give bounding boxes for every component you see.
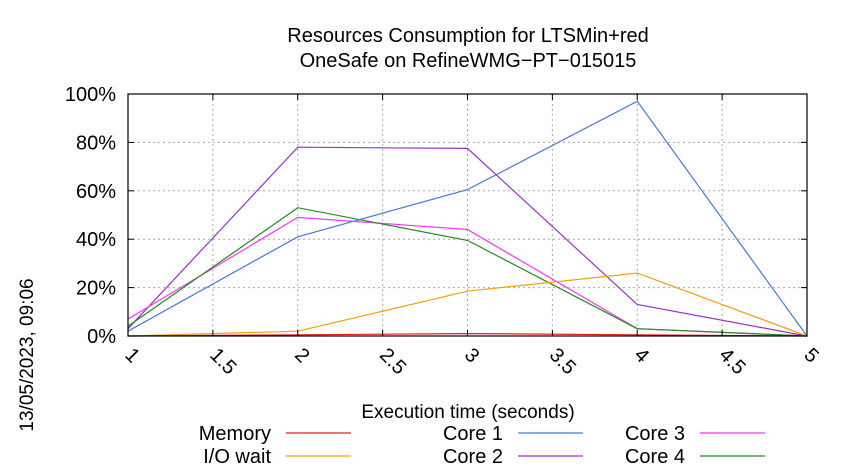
x-tick-label: 2.5	[375, 344, 410, 379]
chart-title: Resources Consumption for LTSMin+red	[287, 25, 648, 47]
x-tick-label: 1	[120, 344, 143, 367]
x-tick-label: 5	[799, 344, 822, 367]
y-tick-labels: 0% 20% 40% 60% 80% 100%	[65, 84, 116, 348]
legend-label-core-4: Core 4	[625, 446, 685, 468]
legend-label-core-2: Core 2	[443, 446, 503, 468]
y-tick-label: 20%	[76, 278, 116, 300]
x-tick-label: 4	[630, 344, 653, 367]
y-tick-label: 40%	[76, 229, 116, 251]
legend-label-i-o-wait: I/O wait	[203, 446, 271, 468]
legend-label-core-1: Core 1	[443, 423, 503, 445]
grid	[128, 94, 807, 336]
x-tick-label: 1.5	[205, 344, 240, 379]
series-line-core-1	[127, 100, 808, 337]
x-tick-label: 4.5	[715, 344, 750, 379]
y-tick-label: 60%	[76, 181, 116, 203]
x-tick-labels: 1 1.5 2 2.5 3 3.5 4 4.5 5	[120, 344, 822, 379]
chart-subtitle: OneSafe on RefineWMG−PT−015015	[300, 50, 637, 72]
y-tick-label: 0%	[87, 326, 116, 348]
x-axis-label: Execution time (seconds)	[361, 402, 574, 423]
x-tick-label: 3	[460, 344, 483, 367]
legend-label-memory: Memory	[199, 423, 271, 445]
series-line-i-o-wait	[127, 272, 808, 337]
x-tick-label: 2	[290, 344, 313, 367]
series-line-core-4	[127, 207, 808, 337]
tick-marks	[127, 93, 808, 337]
legend-label-core-3: Core 3	[625, 423, 685, 445]
x-tick-label: 3.5	[545, 344, 580, 379]
timestamp-label: 13/05/2023, 09:06	[17, 278, 38, 431]
y-tick-label: 100%	[65, 84, 116, 106]
y-tick-label: 80%	[76, 132, 116, 154]
series-line-core-2	[127, 146, 808, 337]
